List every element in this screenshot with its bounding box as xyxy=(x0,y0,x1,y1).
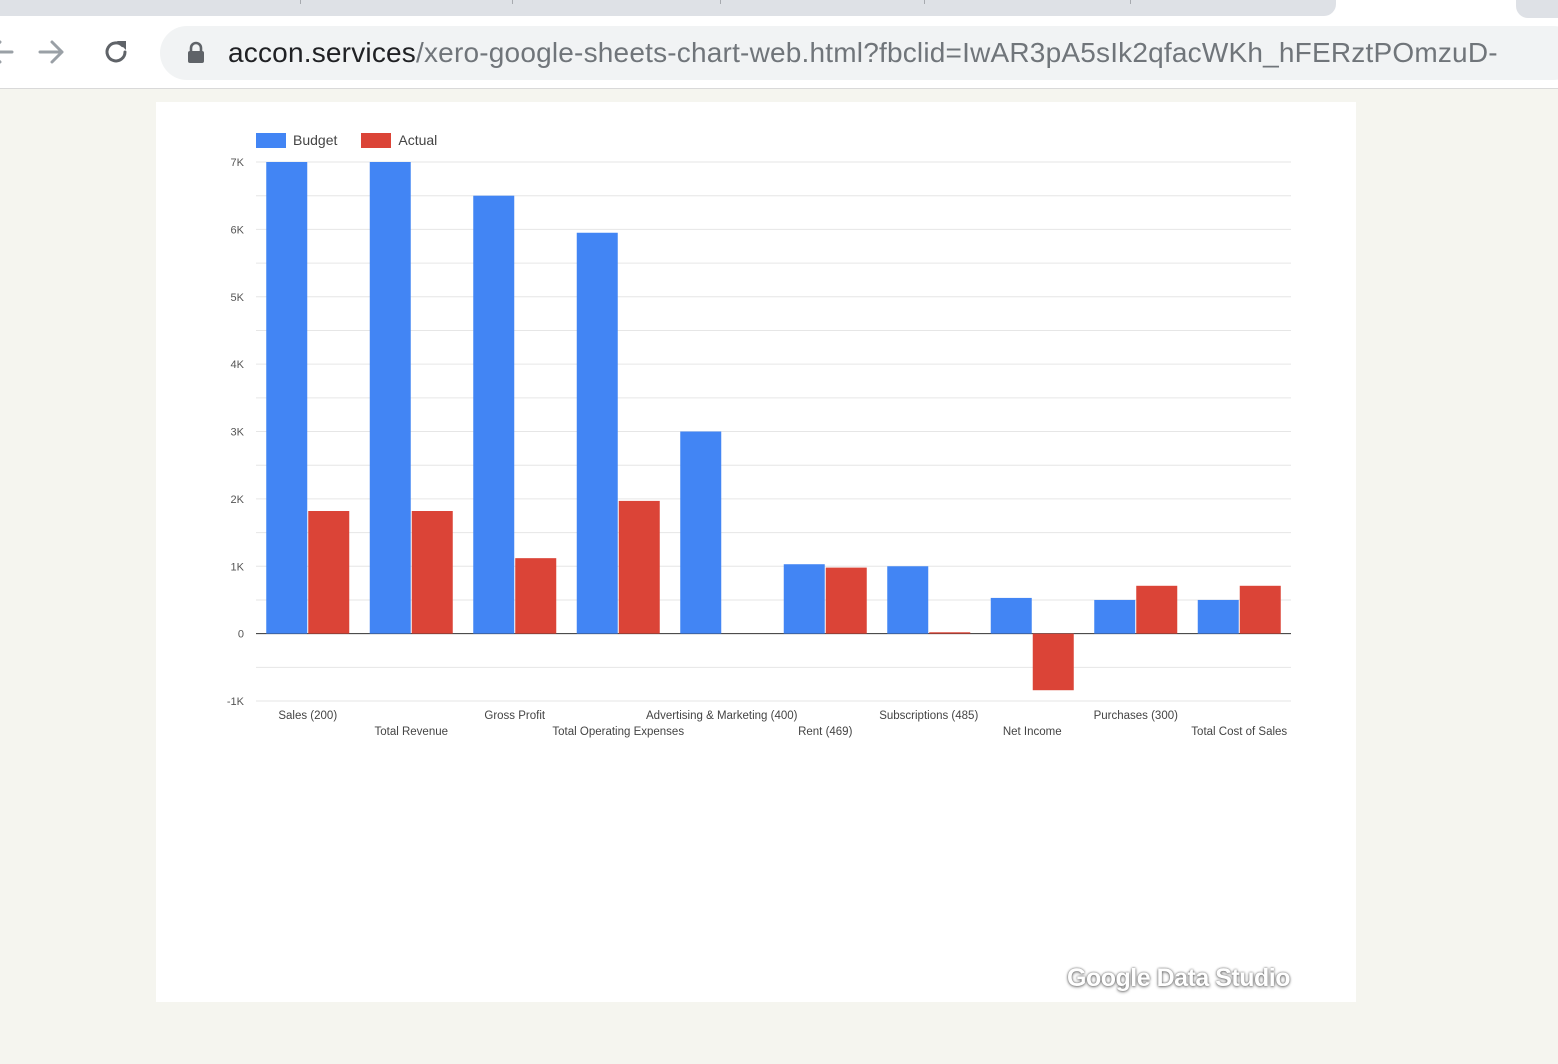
x-tick-label: Rent (469) xyxy=(798,726,853,738)
legend-swatch-budget xyxy=(256,132,286,148)
forward-arrow-icon xyxy=(38,40,64,64)
y-tick-label: 0 xyxy=(238,629,244,641)
chart-legend: Budget Actual xyxy=(256,132,437,148)
x-tick-label: Gross Profit xyxy=(484,710,546,722)
x-tick-label: Total Operating Expenses xyxy=(552,726,684,738)
legend-item-budget[interactable]: Budget xyxy=(256,132,337,148)
tab-separator xyxy=(1130,0,1131,4)
x-tick-label: Total Revenue xyxy=(374,726,448,738)
reload-icon xyxy=(105,41,127,63)
x-tick-label: Total Cost of Sales xyxy=(1191,726,1287,738)
tab-separator xyxy=(300,0,301,4)
tab-separator xyxy=(720,0,721,4)
y-tick-label: 2K xyxy=(231,494,245,506)
legend-label-budget: Budget xyxy=(293,132,338,148)
tab-separator xyxy=(512,0,513,4)
bar-actual xyxy=(929,632,971,634)
address-bar[interactable]: accon.services/xero-google-sheets-chart-… xyxy=(160,26,1558,80)
bar-actual xyxy=(308,511,350,634)
y-tick-label: 4K xyxy=(231,359,245,371)
legend-item-actual[interactable]: Actual xyxy=(361,132,437,148)
y-tick-label: 6K xyxy=(231,224,245,236)
bar-budget xyxy=(887,566,929,634)
y-tick-label: 1K xyxy=(231,561,245,573)
url-text[interactable]: accon.services/xero-google-sheets-chart-… xyxy=(228,36,1498,70)
y-tick-label: 5K xyxy=(231,292,245,304)
lock-icon xyxy=(188,41,204,63)
bar-budget xyxy=(266,162,308,634)
google-data-studio-logo: Google Data Studio xyxy=(1067,964,1290,992)
x-tick-label: Sales (200) xyxy=(278,710,337,722)
back-arrow-icon xyxy=(0,40,14,64)
x-tick-label: Purchases (300) xyxy=(1094,710,1179,722)
y-tick-label: 7K xyxy=(231,157,245,169)
bar-chart: 7K 6K 5K 4K 3K 2K 1K 0 -1K Sales (200) Total Reven… xyxy=(227,157,1291,738)
bar-budget xyxy=(369,162,411,634)
chart-card: 7K 6K 5K 4K 3K 2K 1K 0 -1K Sales (200) Total Reven… xyxy=(156,102,1356,1002)
bar-actual xyxy=(1032,633,1074,691)
bar-actual xyxy=(618,500,660,634)
bar-actual xyxy=(1239,585,1281,634)
bar-budget xyxy=(1197,599,1239,634)
back-button[interactable] xyxy=(0,32,22,72)
url-host: accon.services xyxy=(228,37,416,68)
bar-actual xyxy=(1136,585,1178,634)
inactive-tabs[interactable] xyxy=(0,0,1336,16)
url-path: /xero-google-sheets-chart-web.html?fbcli… xyxy=(416,37,1498,68)
x-tick-label: Subscriptions (485) xyxy=(879,710,978,722)
reload-button[interactable] xyxy=(94,32,138,72)
inactive-tab-right[interactable] xyxy=(1516,0,1558,18)
tab-strip xyxy=(0,0,1558,18)
legend-label-actual: Actual xyxy=(398,132,438,148)
legend-swatch-actual xyxy=(361,132,392,148)
bar-budget xyxy=(473,195,515,634)
bar-actual xyxy=(411,511,453,634)
bar-budget xyxy=(990,597,1032,634)
browser-toolbar: accon.services/xero-google-sheets-chart-… xyxy=(0,18,1558,89)
y-tick-label: -1K xyxy=(227,696,245,708)
bar-budget xyxy=(576,232,618,634)
bar-actual xyxy=(515,558,557,634)
bar-budget xyxy=(680,431,722,634)
forward-button[interactable] xyxy=(30,32,74,72)
bar-actual xyxy=(825,567,867,634)
y-tick-label: 3K xyxy=(231,427,245,439)
tab-separator xyxy=(924,0,925,4)
x-tick-label: Net Income xyxy=(1003,726,1062,738)
x-tick-label: Advertising & Marketing (400) xyxy=(646,710,798,722)
bar-budget xyxy=(1094,599,1136,634)
bar-budget xyxy=(783,564,825,634)
